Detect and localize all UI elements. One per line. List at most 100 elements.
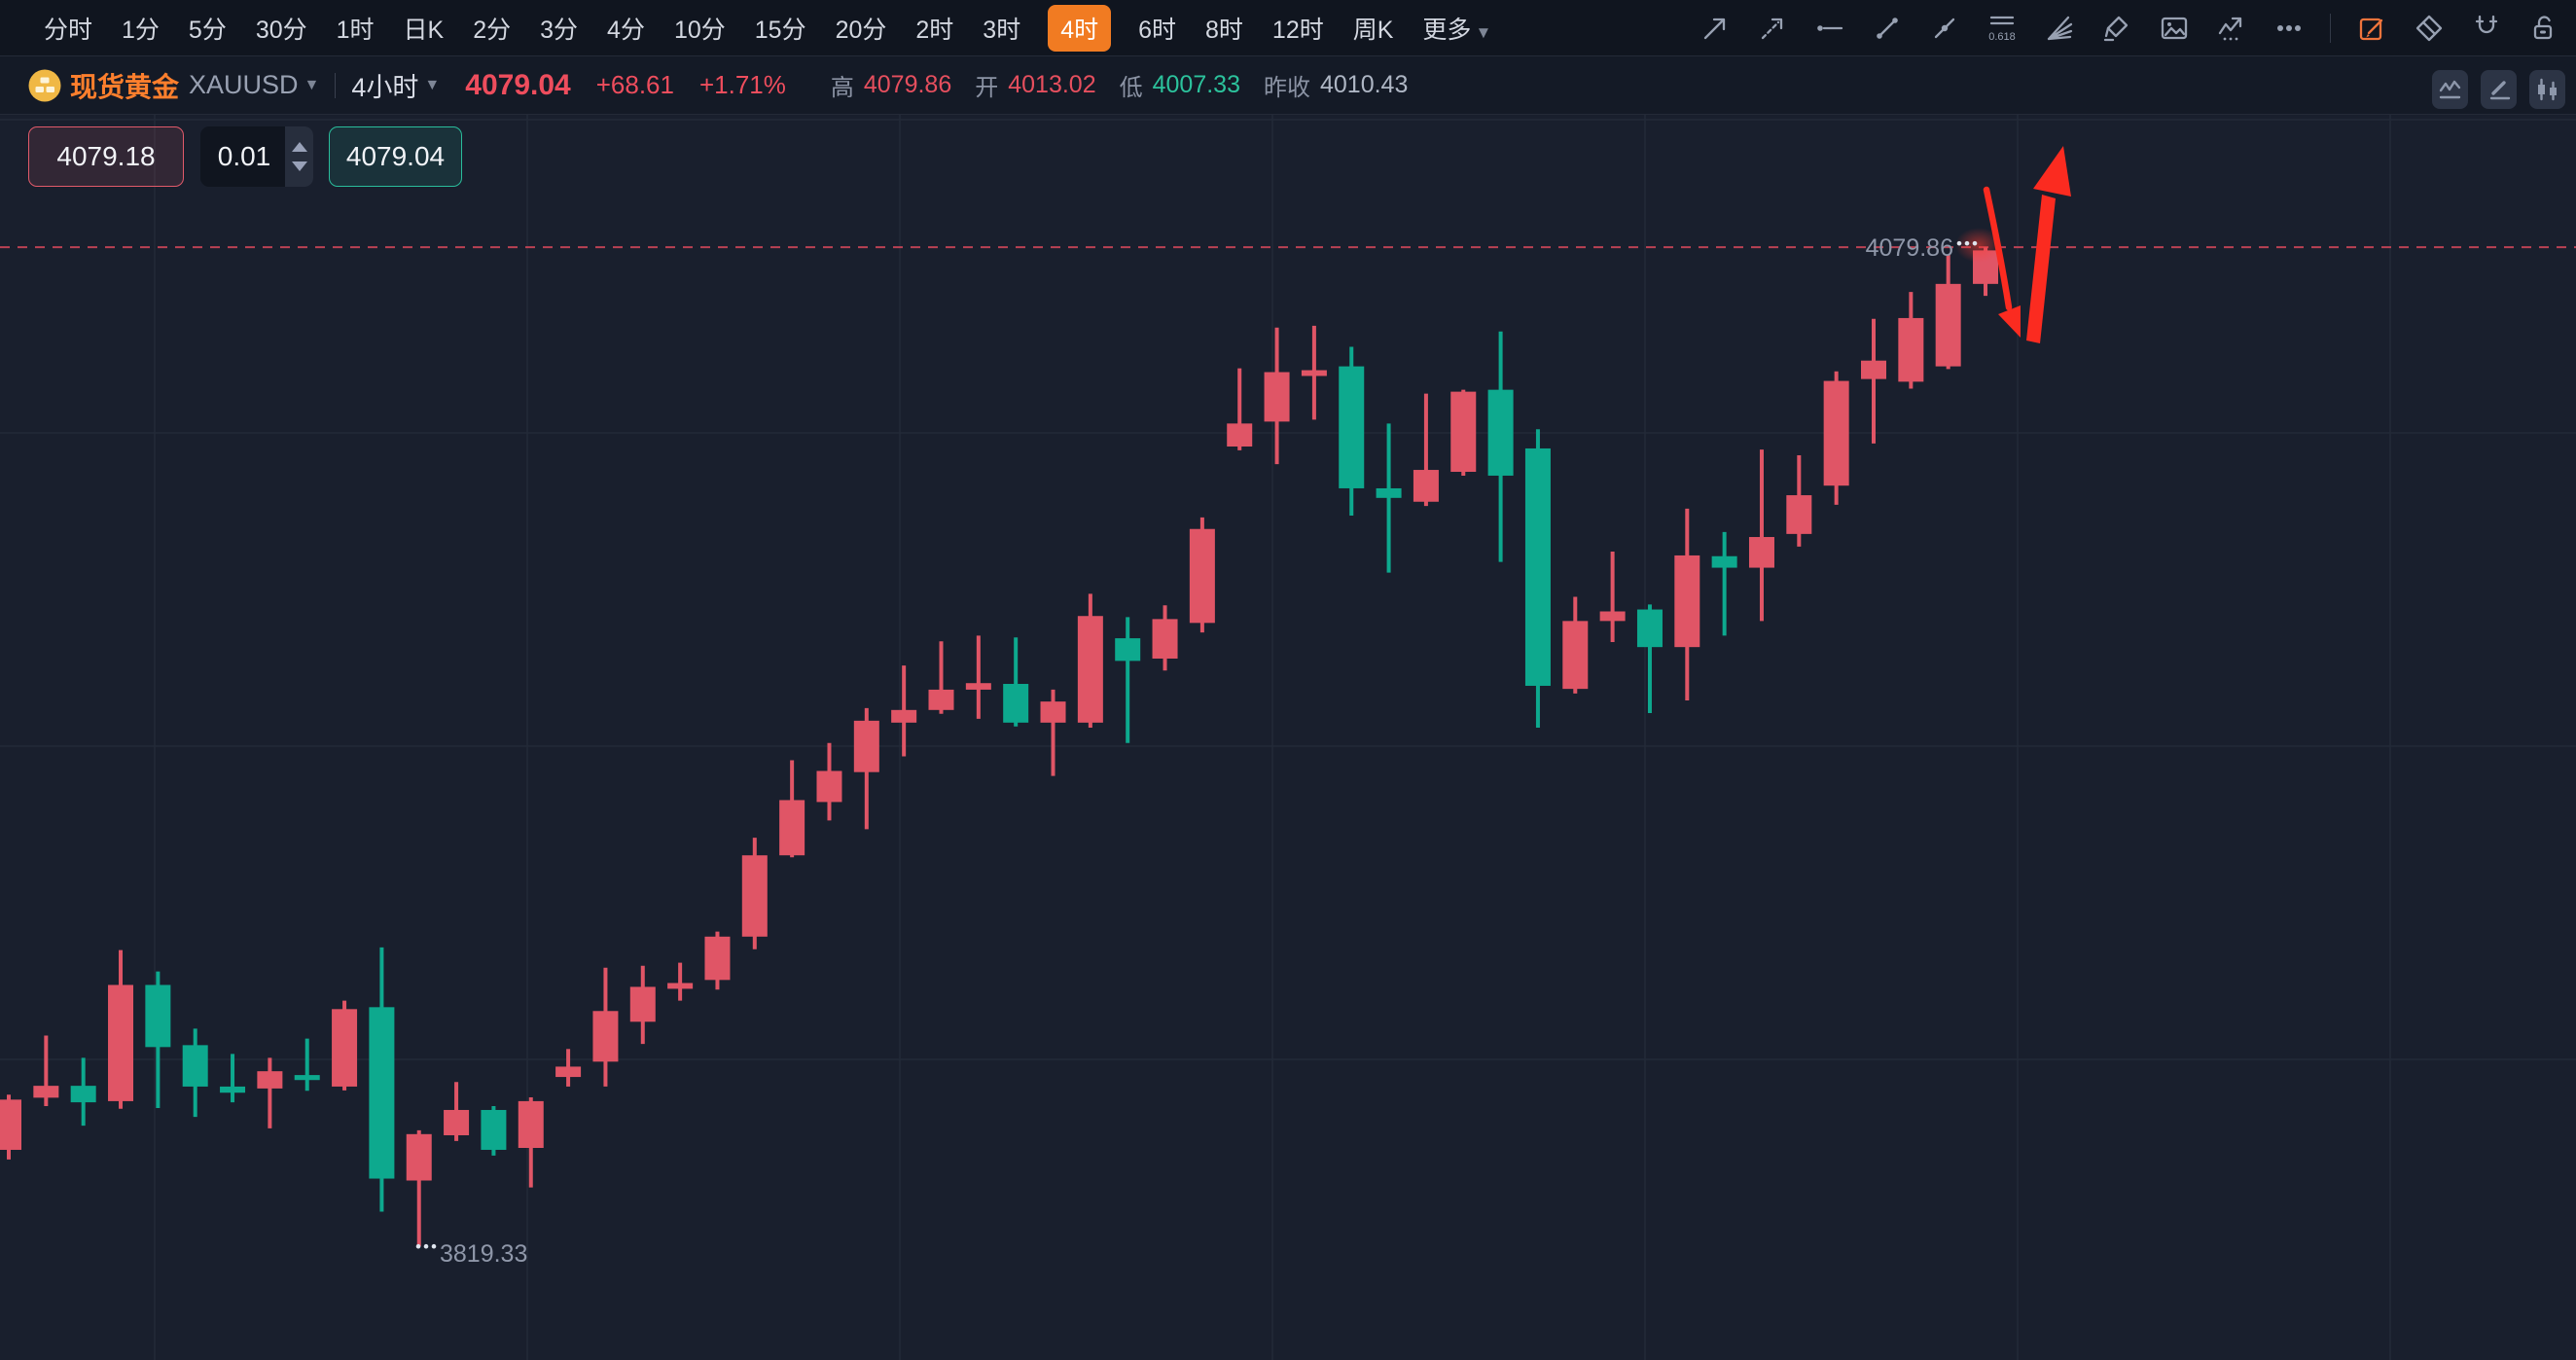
- magnet-tool[interactable]: [2470, 12, 2503, 45]
- stat-label-低: 低: [1119, 75, 1143, 101]
- trend-line-icon: [1877, 18, 1898, 39]
- timeframe-tab-10分[interactable]: 10分: [673, 16, 726, 44]
- candle-body: [741, 855, 768, 937]
- candle-body: [1823, 380, 1849, 486]
- indicator-button[interactable]: [2432, 70, 2468, 109]
- timeframe-tab-日K[interactable]: 日K: [403, 16, 445, 44]
- candle-body: [1003, 684, 1029, 723]
- trend-line-tool[interactable]: [1871, 12, 1904, 45]
- image-tool[interactable]: [2158, 12, 2191, 45]
- candle-style-button[interactable]: [2529, 70, 2565, 109]
- timeframe-tab-20分[interactable]: 20分: [835, 16, 887, 44]
- timeframe-tab-更多[interactable]: 更多 ▼: [1422, 16, 1492, 44]
- timeframe-tab-2分[interactable]: 2分: [473, 16, 512, 44]
- symbol-code-selector[interactable]: XAUUSD: [189, 70, 299, 99]
- current-timeframe-selector[interactable]: 4小时: [351, 73, 419, 102]
- edit-square-tool[interactable]: [2355, 12, 2388, 45]
- candle-body: [145, 984, 171, 1048]
- buy-price-button[interactable]: 4079.04: [329, 126, 462, 187]
- candle-body: [1301, 370, 1327, 376]
- timeframe-tab-4分[interactable]: 4分: [607, 16, 645, 44]
- timeframe-tab-15分[interactable]: 15分: [754, 16, 806, 44]
- annotation-up-arrow[interactable]: [2026, 146, 2071, 343]
- timeframe-tab-12时[interactable]: 12时: [1271, 16, 1324, 44]
- candle-body: [406, 1133, 432, 1181]
- pencil-icon: [2489, 81, 2510, 100]
- chevron-down-icon[interactable]: ▼: [304, 76, 320, 93]
- timeframe-tab-3时[interactable]: 3时: [983, 16, 1021, 44]
- divider: [335, 72, 337, 98]
- annotation-down-arrow[interactable]: [1983, 186, 2021, 338]
- candle-body: [369, 1007, 395, 1179]
- magnet-icon: [2475, 15, 2498, 34]
- candle-body: [0, 1099, 21, 1150]
- draw-button[interactable]: [2481, 70, 2517, 109]
- toolbar-separator: [2330, 14, 2331, 43]
- candle-body: [332, 1009, 358, 1087]
- timeframe-tab-1时[interactable]: 1时: [336, 16, 375, 44]
- timeframe-tabs: 分时 1分 5分 30分 1时 日K 2分 3分 4分 10分 15分 20分 2时 3时 4时 6时 8时 12…: [42, 4, 1493, 52]
- candle-body: [70, 1086, 96, 1103]
- candle-body: [1339, 366, 1365, 488]
- timeframe-tab-4时[interactable]: 4时: [1048, 4, 1112, 52]
- dashed-arrow-tool[interactable]: [1756, 12, 1789, 45]
- candle-body: [1861, 360, 1886, 379]
- dotted-marker: [1972, 240, 1978, 246]
- symbol-name: 现货黄金: [70, 71, 180, 102]
- candle-body: [108, 984, 134, 1101]
- candle-body: [1376, 487, 1402, 498]
- indicator-icon: [2439, 80, 2460, 99]
- timeframe-tab-2时[interactable]: 2时: [915, 16, 954, 44]
- timeframe-tab-6时[interactable]: 6时: [1138, 16, 1177, 44]
- candle-body: [1189, 528, 1215, 624]
- eraser-icon: [2415, 15, 2443, 42]
- fibonacci-icon: 0.618: [1988, 16, 2016, 43]
- quantity-input[interactable]: 0.01: [200, 126, 313, 187]
- edit-square-icon: [2359, 18, 2383, 41]
- candle-body: [592, 1011, 619, 1062]
- unlock-tool[interactable]: [2527, 12, 2560, 45]
- stepper-up-icon[interactable]: [291, 142, 307, 152]
- buy-price: 4079.04: [345, 141, 446, 171]
- chevron-down-icon[interactable]: ▼: [424, 76, 441, 93]
- timeframe-tab-分时[interactable]: 分时: [44, 16, 93, 44]
- fan-icon: [2047, 16, 2073, 41]
- horizontal-ray-tool[interactable]: [1813, 12, 1846, 45]
- quantity-stepper[interactable]: [285, 126, 313, 187]
- candle-body: [1711, 555, 1737, 568]
- wave-arrow-tool[interactable]: [2215, 12, 2248, 45]
- trend-arrow-tool[interactable]: [1699, 12, 1732, 45]
- candle-body: [1264, 372, 1290, 422]
- candle-body: [182, 1045, 208, 1087]
- horizontal-ray-icon: [1817, 25, 1843, 31]
- timeframe-tab-1分[interactable]: 1分: [122, 16, 160, 44]
- candle-body: [1674, 555, 1700, 648]
- candle-body: [294, 1075, 320, 1081]
- candle-body: [704, 936, 731, 981]
- ohlc-stats: 高 4079.86 开 4013.02 低 4007.33 昨收 4010.43: [817, 68, 1409, 102]
- more-tools-ellipsis[interactable]: [2272, 12, 2306, 45]
- marker-tool[interactable]: [2100, 12, 2133, 45]
- candle-body: [518, 1100, 544, 1149]
- dotted-marker: [1956, 240, 1962, 246]
- quick-order-panel: 4079.18 0.01 4079.04: [0, 126, 462, 187]
- fibonacci-tool[interactable]: 0.618: [1986, 12, 2019, 45]
- timeframe-tab-5分[interactable]: 5分: [188, 16, 227, 44]
- brush-tool[interactable]: [1928, 12, 1961, 45]
- change-absolute: +68.61: [595, 70, 674, 99]
- candle-body: [1077, 616, 1103, 723]
- stat-value-高: 4079.86: [863, 71, 952, 98]
- candle-body: [1487, 389, 1514, 476]
- timeframe-tab-周K[interactable]: 周K: [1352, 16, 1394, 44]
- timeframe-tab-3分[interactable]: 3分: [540, 16, 579, 44]
- eraser-tool[interactable]: [2413, 12, 2446, 45]
- timeframe-tab-30分[interactable]: 30分: [255, 16, 307, 44]
- dotted-marker: [431, 1243, 437, 1249]
- stepper-down-icon[interactable]: [291, 161, 307, 171]
- trend-arrow-icon: [1703, 18, 1726, 40]
- timeframe-tab-8时[interactable]: 8时: [1205, 16, 1243, 44]
- fan-lines-tool[interactable]: [2043, 12, 2076, 45]
- high-price-label: 4079.86: [1866, 234, 1953, 262]
- sell-price-button[interactable]: 4079.18: [28, 126, 184, 187]
